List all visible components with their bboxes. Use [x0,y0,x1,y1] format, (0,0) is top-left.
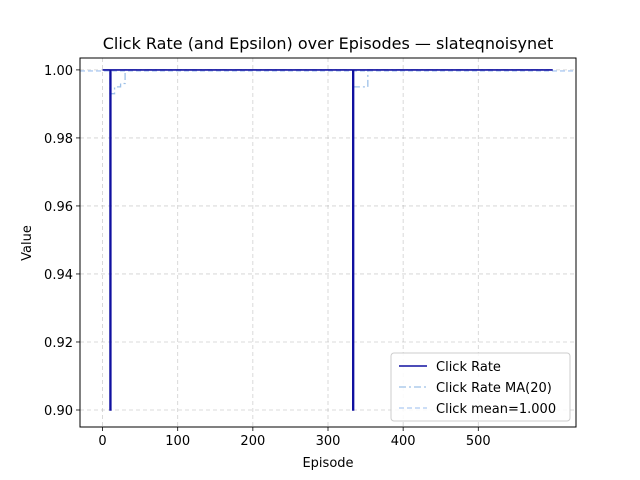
chart-title: Click Rate (and Epsilon) over Episodes —… [103,34,554,53]
series-layer [80,69,576,411]
legend: Click Rate Click Rate MA(20) Click mean=1.… [390,352,571,422]
legend-box [390,352,571,422]
legend-label: Click Rate MA(20) [436,381,552,396]
series-line [102,69,553,411]
x-tick-label: 0 [98,434,106,449]
y-tick-label: 1.00 [44,64,73,79]
y-tick-label: 0.98 [44,132,73,147]
legend-label: Click mean=1.000 [436,402,556,417]
y-tick-label: 0.90 [44,404,73,419]
y-tick-label: 0.92 [44,336,73,351]
x-axis-label: Episode [302,456,353,471]
x-tick-label: 500 [466,434,491,449]
x-tick-label: 200 [240,434,265,449]
y-axis-label: Value [20,225,35,261]
ticks: 0 100 200 300 400 500 0.90 0.92 0.94 0.96 0.98 1.00 [44,64,491,449]
y-tick-label: 0.94 [44,268,73,283]
x-tick-label: 300 [316,434,341,449]
legend-label: Click Rate [436,360,501,375]
x-tick-label: 100 [165,434,190,449]
x-tick-label: 400 [391,434,416,449]
y-tick-label: 0.96 [44,200,73,215]
